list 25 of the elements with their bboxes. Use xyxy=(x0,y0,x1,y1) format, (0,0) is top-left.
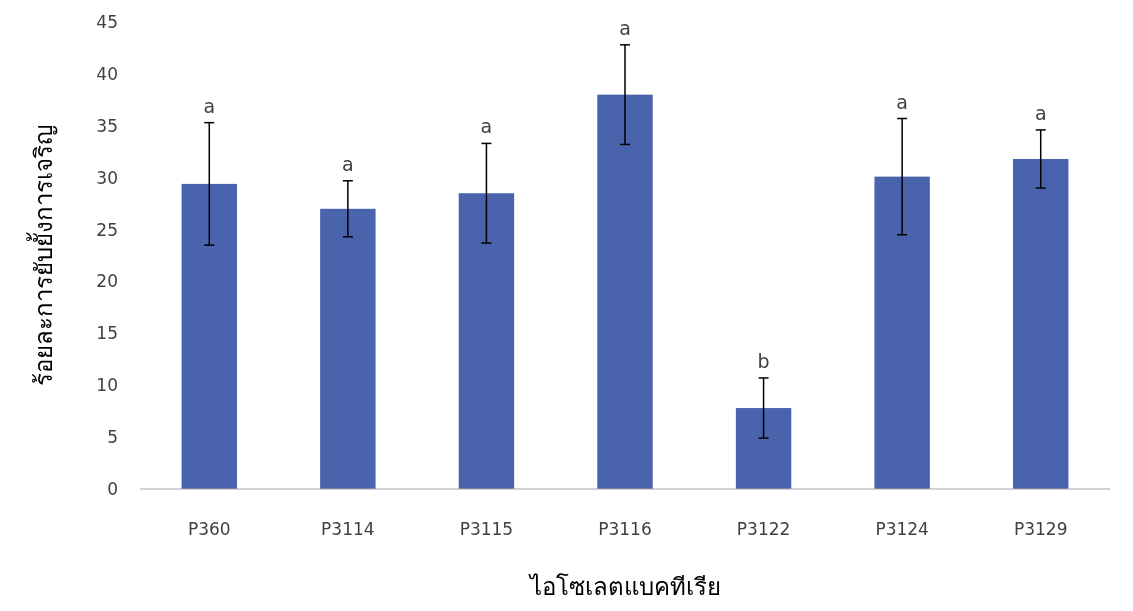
xtick: P360 xyxy=(187,519,231,539)
ytick: 10 xyxy=(96,375,118,396)
annotation: b xyxy=(757,349,770,372)
ytick: 40 xyxy=(96,63,118,84)
ytick: 25 xyxy=(96,219,118,240)
ytick: 0 xyxy=(107,479,118,499)
annotation: a xyxy=(896,90,908,113)
xtick: P3115 xyxy=(459,519,514,539)
annotation: a xyxy=(619,16,631,39)
xtick: P3116 xyxy=(598,519,652,539)
xtick: P3114 xyxy=(321,519,375,539)
xlabel: ไอโซเลตแบคทีเรีย xyxy=(529,573,721,601)
ytick: 35 xyxy=(96,115,118,136)
ytick: 45 xyxy=(96,12,118,32)
annotation: a xyxy=(203,94,216,117)
ytick: 30 xyxy=(96,167,118,188)
annotation: a xyxy=(1034,101,1047,124)
ytick: 15 xyxy=(96,323,118,344)
xtick: P3122 xyxy=(736,519,791,539)
xtick: P3129 xyxy=(1013,519,1068,539)
xtick: P3124 xyxy=(875,519,929,539)
annotation: a xyxy=(342,152,354,175)
ytick: 5 xyxy=(107,427,118,448)
annotation: a xyxy=(480,115,493,138)
ytick: 20 xyxy=(96,271,118,292)
